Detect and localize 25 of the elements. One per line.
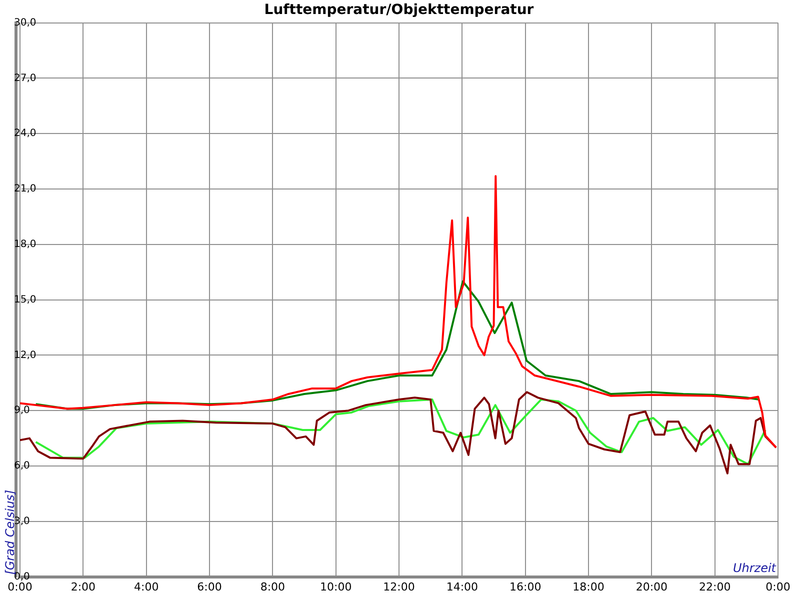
x-axis-title: Uhrzeit [732,560,778,575]
y-tick-label: 21,0 [14,184,36,195]
x-tick-label: 20:00 [636,580,668,594]
x-tick-label: 4:00 [134,580,159,594]
x-tick-label: 14:00 [446,580,478,594]
x-tick-label: 16:00 [509,580,542,594]
x-tick-label: 12:00 [383,580,415,594]
x-tick-label: 0:00 [8,580,32,594]
y-tick-label: 30,0 [14,17,36,28]
y-tick-label: 27,0 [14,72,36,84]
x-tick-label: 22:00 [698,580,731,594]
y-tick-label: 15,0 [14,294,36,306]
y-tick-label: 18,0 [14,238,36,250]
x-tick-label: 8:00 [260,580,286,594]
y-tick-label: 12,0 [14,350,36,361]
x-tick-label: 10:00 [320,580,352,594]
x-tick-label: 18:00 [572,580,604,594]
y-tick-label: 24,0 [14,128,36,140]
y-tick-label: 3,0 [14,516,30,527]
x-tick-label: 0:00 [766,580,790,594]
x-tick-label: 6:00 [197,580,222,594]
y-tick-label: 6,0 [14,460,30,472]
x-tick-label: 2:00 [70,580,96,594]
chart-title: Lufttemperatur/Objekttemperatur [264,2,534,18]
y-tick-label: 9,0 [14,405,30,416]
